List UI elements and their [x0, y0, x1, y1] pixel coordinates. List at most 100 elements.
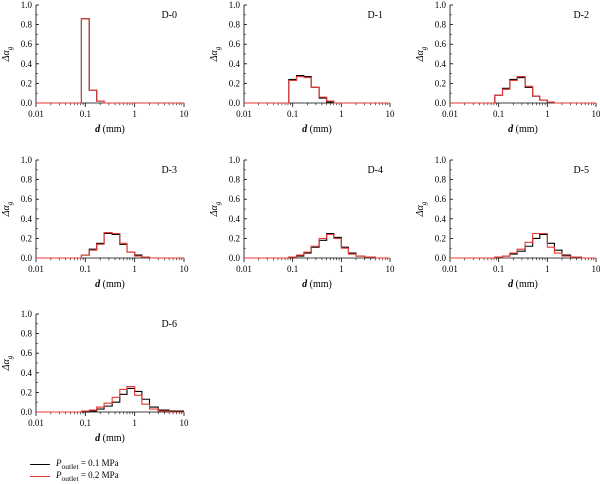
y-tick-label: 0.2	[435, 78, 446, 88]
x-tick-label: 10	[180, 264, 190, 274]
y-tick-label: 0.4	[435, 214, 447, 224]
panel-title: D-6	[161, 319, 177, 330]
y-tick-label: 1.0	[21, 309, 33, 319]
x-tick-label: 0.01	[442, 264, 458, 274]
y-axis-label: Δαg	[209, 201, 222, 217]
chart-panel-d-5: 0.0 0.2 0.4 0.6 0.8 1.0 0.01 0.1 1 10 d (mm) Δαg D-5	[415, 155, 600, 290]
y-tick-label: 0.0	[435, 98, 447, 108]
y-tick-label: 0.6	[21, 348, 33, 358]
x-tick-label: 1	[132, 264, 137, 274]
y-tick-label: 0.2	[435, 233, 446, 243]
x-tick-label: 10	[592, 109, 600, 119]
legend-swatch	[30, 463, 50, 465]
y-tick-label: 1.0	[21, 155, 33, 165]
y-tick-label: 1.0	[229, 155, 241, 165]
series-line-1	[244, 75, 390, 104]
y-tick-label: 0.8	[21, 20, 33, 30]
y-tick-label: 0.8	[435, 20, 447, 30]
chart-panel-d-6: 0.0 0.2 0.4 0.6 0.8 1.0 0.01 0.1 1 10 d (mm) Δαg D-6	[1, 309, 189, 444]
y-tick-label: 0.6	[229, 39, 241, 49]
y-tick-label: 0.4	[229, 214, 241, 224]
x-tick-label: 10	[180, 418, 190, 428]
x-tick-label: 1	[545, 109, 550, 119]
y-tick-label: 0.6	[435, 194, 447, 204]
x-tick-label: 0.1	[80, 418, 91, 428]
y-tick-label: 0.0	[21, 98, 33, 108]
y-tick-label: 1.0	[435, 0, 447, 10]
y-tick-label: 1.0	[229, 0, 241, 10]
x-tick-label: 0.01	[28, 418, 44, 428]
series-line-1	[36, 232, 184, 259]
chart-panel-d-3: 0.0 0.2 0.4 0.6 0.8 1.0 0.01 0.1 1 10 d (mm) Δαg D-3	[1, 155, 189, 290]
x-tick-label: 1	[339, 109, 344, 119]
panel-title: D-1	[367, 10, 383, 21]
series-line-1	[36, 18, 184, 104]
y-tick-label: 0.4	[229, 59, 241, 69]
x-tick-label: 0.1	[493, 264, 504, 274]
x-tick-label: 1	[339, 264, 344, 274]
panel-title: D-3	[161, 165, 177, 176]
x-tick-label: 1	[132, 109, 137, 119]
y-tick-label: 0.2	[21, 78, 32, 88]
panel-title: D-0	[161, 10, 177, 21]
x-tick-label: 1	[132, 418, 137, 428]
y-tick-label: 0.6	[229, 194, 241, 204]
x-tick-label: 1	[545, 264, 550, 274]
y-axis-label: Δαg	[415, 46, 428, 62]
legend-entry: Poutlet = 0.2 MPa	[30, 470, 119, 482]
x-tick-label: 10	[386, 264, 396, 274]
x-axis-label: d (mm)	[95, 279, 125, 290]
chart-panel-d-1: 0.0 0.2 0.4 0.6 0.8 1.0 0.01 0.1 1 10 d (mm) Δαg D-1	[209, 0, 395, 135]
legend: Poutlet = 0.1 MPa Poutlet = 0.2 MPa	[30, 458, 119, 482]
panel-title: D-5	[573, 165, 589, 176]
y-axis-label: Δαg	[1, 46, 14, 62]
series-line-2	[450, 75, 596, 104]
series-line-2	[36, 231, 184, 259]
y-tick-label: 0.0	[435, 253, 447, 263]
y-tick-label: 0.4	[21, 214, 33, 224]
x-tick-label: 0.1	[80, 109, 91, 119]
x-tick-label: 0.01	[28, 264, 44, 274]
y-axis-label: Δαg	[1, 201, 14, 217]
chart-panel-d-0: 0.0 0.2 0.4 0.6 0.8 1.0 0.01 0.1 1 10 d (mm) Δαg D-0	[1, 0, 189, 135]
y-tick-label: 1.0	[21, 0, 33, 10]
y-tick-label: 0.0	[21, 253, 33, 263]
x-axis-label: d (mm)	[302, 124, 332, 135]
x-axis-label: d (mm)	[508, 124, 538, 135]
series-line-2	[244, 233, 390, 259]
series-line-2	[36, 18, 184, 104]
y-tick-label: 0.4	[21, 368, 33, 378]
series-line-2	[244, 75, 390, 104]
y-tick-label: 0.8	[21, 175, 33, 185]
x-tick-label: 0.1	[287, 109, 298, 119]
y-tick-label: 0.4	[435, 59, 447, 69]
y-tick-label: 0.2	[229, 233, 240, 243]
y-tick-label: 0.8	[229, 175, 241, 185]
x-tick-label: 0.1	[287, 264, 298, 274]
y-axis-label: Δαg	[415, 201, 428, 217]
x-tick-label: 0.01	[236, 264, 252, 274]
x-axis-label: d (mm)	[508, 279, 538, 290]
panel-title: D-2	[573, 10, 589, 21]
panel-title: D-4	[367, 165, 383, 176]
x-tick-label: 10	[180, 109, 190, 119]
legend-label: Poutlet = 0.1 MPa	[56, 457, 119, 471]
series-line-1	[450, 233, 596, 259]
series-line-1	[36, 387, 184, 413]
x-axis-label: d (mm)	[302, 279, 332, 290]
legend-entry: Poutlet = 0.1 MPa	[30, 458, 119, 470]
x-tick-label: 0.1	[493, 109, 504, 119]
y-axis-label: Δαg	[209, 46, 222, 62]
x-tick-label: 0.01	[28, 109, 44, 119]
y-tick-label: 0.6	[435, 39, 447, 49]
y-tick-label: 0.8	[435, 175, 447, 185]
y-tick-label: 0.6	[21, 39, 33, 49]
x-tick-label: 0.01	[442, 109, 458, 119]
legend-swatch	[30, 475, 50, 477]
series-line-2	[36, 385, 184, 413]
y-tick-label: 0.2	[229, 78, 240, 88]
chart-panel-d-4: 0.0 0.2 0.4 0.6 0.8 1.0 0.01 0.1 1 10 d (mm) Δαg D-4	[209, 155, 395, 290]
x-tick-label: 0.01	[236, 109, 252, 119]
x-tick-label: 10	[386, 109, 396, 119]
